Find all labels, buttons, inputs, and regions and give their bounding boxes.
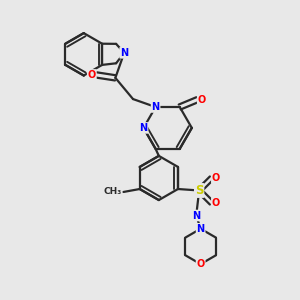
Text: N: N bbox=[120, 48, 128, 58]
Text: N: N bbox=[192, 211, 200, 220]
Text: O: O bbox=[212, 173, 220, 183]
Text: O: O bbox=[196, 259, 205, 269]
Text: N: N bbox=[196, 224, 205, 234]
Text: N: N bbox=[140, 123, 148, 133]
Text: O: O bbox=[212, 198, 220, 208]
Text: N: N bbox=[152, 102, 160, 112]
Text: O: O bbox=[198, 94, 206, 105]
Text: O: O bbox=[88, 70, 96, 80]
Text: S: S bbox=[195, 184, 203, 197]
Text: CH₃: CH₃ bbox=[104, 188, 122, 196]
